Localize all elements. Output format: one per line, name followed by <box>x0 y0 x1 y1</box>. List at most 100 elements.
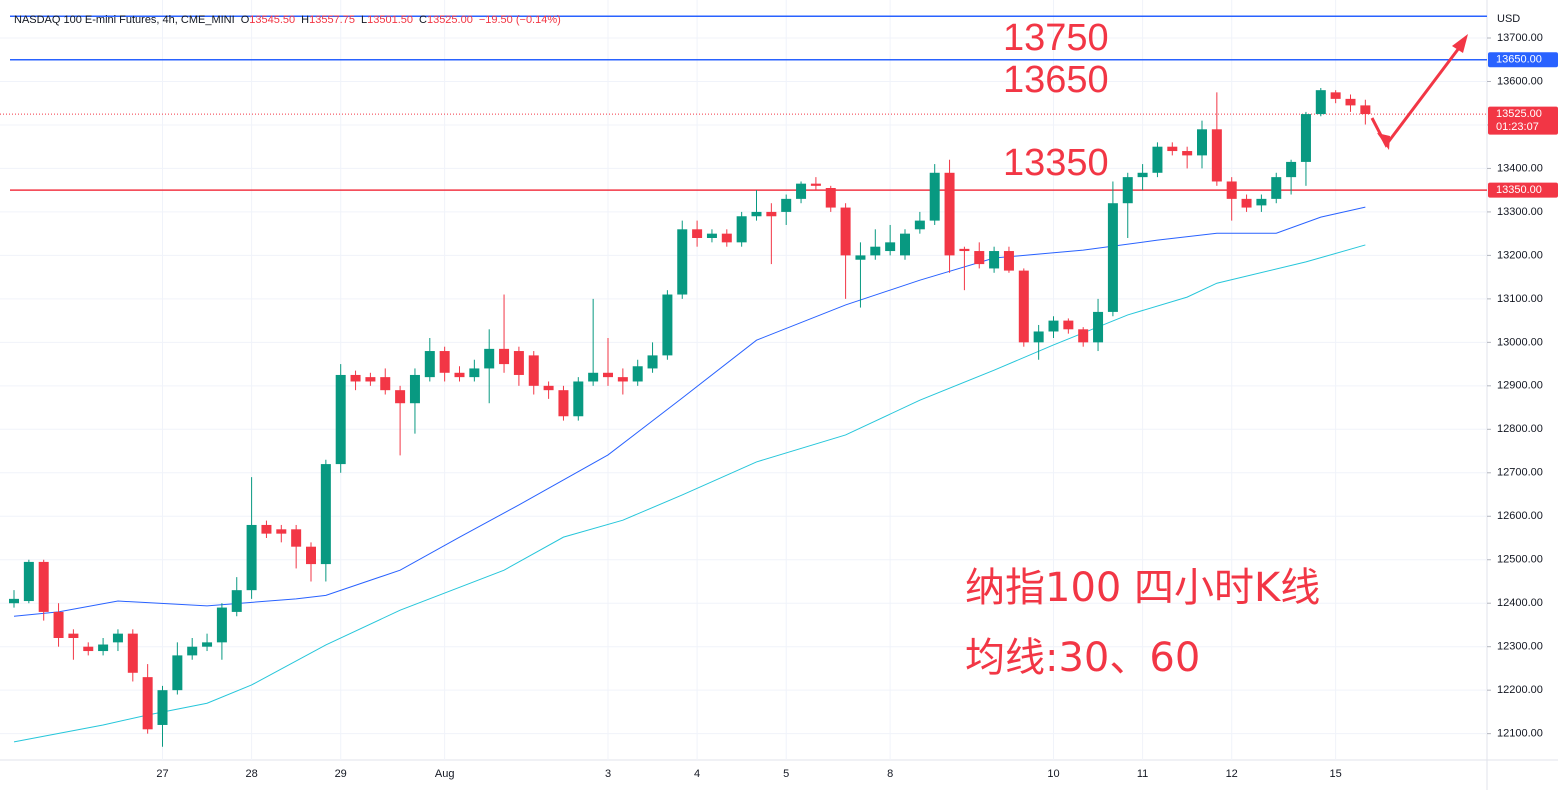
header-part: −19.50 (−0.14%) <box>479 14 561 26</box>
currency: USD <box>1497 13 1520 25</box>
y-tick-label: 13600.00 <box>1497 75 1543 87</box>
candle-body <box>1033 331 1044 343</box>
candle-body <box>706 233 717 238</box>
candle-body <box>662 294 673 356</box>
price-label-box <box>1488 106 1558 135</box>
annotation: 均线:30、60 <box>965 635 1200 681</box>
arrow-head <box>1452 34 1468 53</box>
candle-body <box>558 390 569 417</box>
candle-body <box>306 546 316 565</box>
candle-body <box>1315 90 1326 115</box>
candle-body <box>751 211 762 217</box>
header-part: L <box>361 14 367 26</box>
candle-body <box>810 183 821 186</box>
candle-body <box>127 633 138 673</box>
candle-body <box>543 385 554 391</box>
candle-body <box>766 211 777 217</box>
header-part: NASDAQ 100 E-mini Futures, 4h, CME_MINI <box>14 14 235 26</box>
candle-body <box>38 561 49 612</box>
x-tick-label: 11 <box>1137 768 1148 780</box>
candle-body <box>142 677 153 730</box>
candle-body <box>1241 198 1252 208</box>
candle-body <box>603 372 613 378</box>
candle-body <box>692 229 703 238</box>
candle-body <box>98 644 109 652</box>
candle-body <box>1271 177 1282 199</box>
candle-body <box>112 633 123 643</box>
header-part: 13545.50 <box>249 14 295 26</box>
candle-body <box>1197 129 1207 156</box>
candle-body <box>187 646 198 656</box>
price-label: 13350.00 <box>1496 184 1542 196</box>
candle-body <box>1078 329 1089 343</box>
candle-body <box>53 611 64 638</box>
header-part: 13501.50 <box>367 14 413 26</box>
x-tick-label: 27 <box>156 768 168 780</box>
x-tick-label: 29 <box>335 768 347 780</box>
price-label: 13650.00 <box>1496 54 1542 66</box>
candle-body <box>261 524 272 534</box>
candle-body <box>1003 251 1014 271</box>
candle-body <box>647 355 658 369</box>
candle-body <box>1286 161 1297 178</box>
annotation: 13350 <box>1003 142 1109 184</box>
header-part: C <box>419 14 427 26</box>
candle-body <box>291 529 302 547</box>
x-tick-label: 8 <box>887 768 893 780</box>
candle-body <box>1152 146 1163 173</box>
y-tick-label: 12300.00 <box>1497 641 1543 653</box>
candle-body <box>424 351 435 378</box>
candle-body <box>1226 181 1237 199</box>
candle-body <box>395 390 406 404</box>
candle-body <box>900 233 910 256</box>
candle-body <box>944 172 955 256</box>
candle-body <box>350 374 361 382</box>
annotation: 13750 <box>1003 17 1109 59</box>
candle-body <box>409 374 420 404</box>
y-tick-label: 12900.00 <box>1497 380 1543 392</box>
candle-body <box>1137 172 1148 178</box>
x-tick-label: 28 <box>245 768 257 780</box>
candle-body <box>202 642 213 647</box>
candle-body <box>929 172 940 221</box>
candle-body <box>1300 114 1311 162</box>
candle-body <box>484 348 495 369</box>
plot <box>0 0 1487 760</box>
candle-body <box>68 633 79 638</box>
candle-body <box>320 464 331 565</box>
candle-body <box>840 207 851 256</box>
candle-body <box>528 355 539 386</box>
y-tick-label: 13100.00 <box>1497 293 1543 305</box>
y-tick-label: 13200.00 <box>1497 249 1543 261</box>
y-tick-label: 12500.00 <box>1497 554 1543 566</box>
candle-body <box>677 229 688 295</box>
candle-body <box>513 351 524 375</box>
candle-body <box>454 372 465 378</box>
candle-body <box>781 198 792 212</box>
header-part: H <box>301 14 309 26</box>
candle-body <box>172 655 183 691</box>
y-tick-label: 12400.00 <box>1497 597 1543 609</box>
x-tick-label: 4 <box>694 768 700 780</box>
candle-body <box>1211 129 1222 182</box>
y-tick-label: 13000.00 <box>1497 336 1543 348</box>
header-part: 13557.75 <box>309 14 355 26</box>
candle-body <box>914 220 925 230</box>
moving-average <box>13 244 1366 743</box>
candle-body <box>469 368 480 378</box>
y-tick-label: 12800.00 <box>1497 423 1543 435</box>
candle-body <box>959 248 970 252</box>
price-label: 13525.00 <box>1496 108 1542 120</box>
x-tick-label: Aug <box>435 768 455 780</box>
candle-body <box>885 242 896 252</box>
candle-body <box>736 216 747 243</box>
candle-body <box>216 607 227 643</box>
candle-body <box>9 598 19 604</box>
annotation: 纳指100 四小时K线 <box>965 565 1320 611</box>
x-tick-label: 10 <box>1047 768 1059 780</box>
candle-body <box>23 561 34 602</box>
candle-body <box>1360 105 1371 115</box>
candle-body <box>365 377 376 382</box>
candle-body <box>1093 311 1104 343</box>
